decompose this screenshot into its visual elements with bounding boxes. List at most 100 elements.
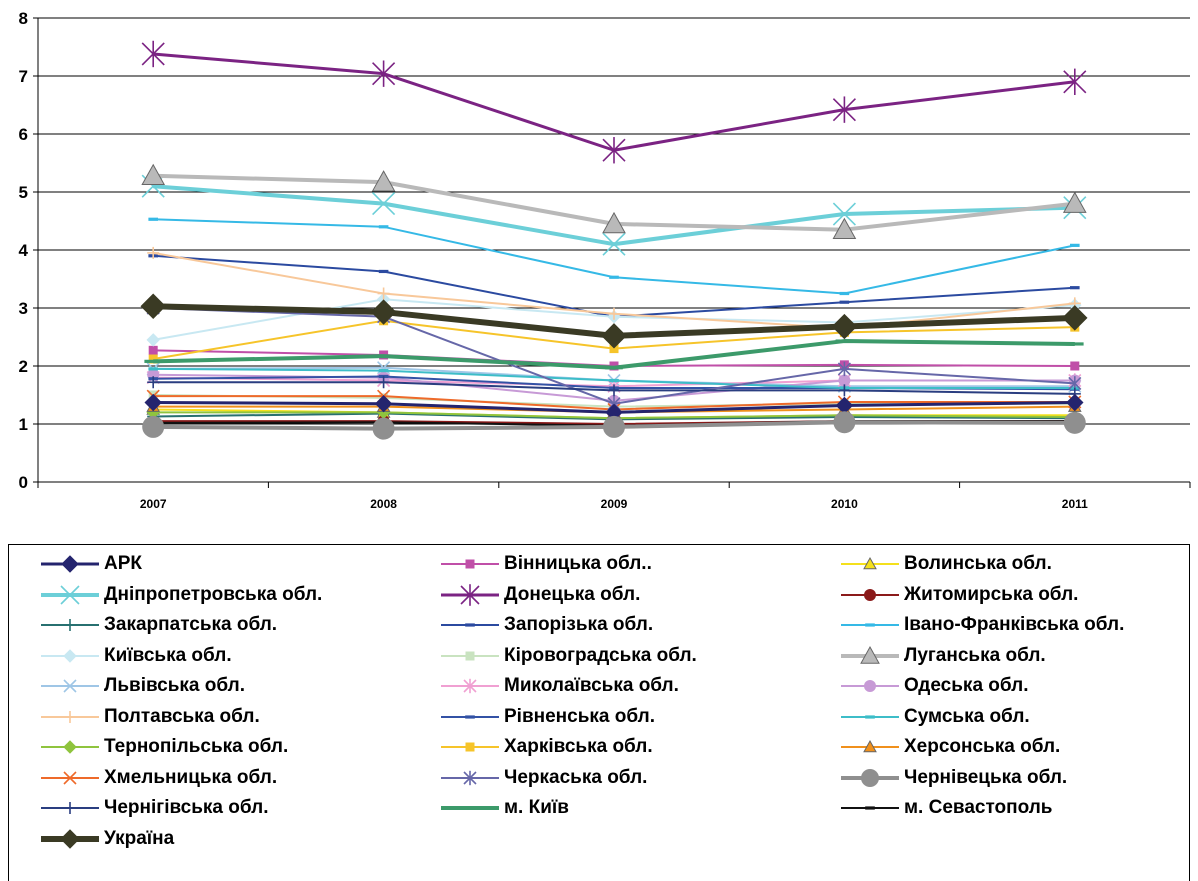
series-25 [144,339,1084,370]
legend-label: Україна [104,827,175,849]
data-point [63,679,77,693]
legend-swatch [441,770,499,785]
legend-swatch [441,623,499,627]
legend-item: Волинська обл. [839,549,1052,579]
legend-swatch [441,742,499,752]
legend-item: Херсонська обл. [839,732,1060,762]
legend-label: Чернігівська обл. [104,797,269,818]
data-point [864,588,876,601]
legend: АРК Вінницька обл.. Волинська обл. Дніпропе… [8,544,1190,881]
series-15 [147,246,1081,335]
legend-label: Івано-Франківська обл. [904,614,1125,635]
data-point [861,768,879,787]
legend-label: Харківська обл. [504,736,653,757]
data-point [60,828,80,849]
data-point [148,345,158,355]
data-point [1066,393,1084,412]
legend-label: Дніпропетровська обл. [104,583,323,605]
data-point [1070,243,1080,247]
data-point [603,415,625,438]
legend-item: Одеська обл. [839,671,1029,701]
data-point [60,584,80,605]
legend-label: Закарпатська обл. [104,614,278,635]
y-tick-label: 7 [19,67,28,86]
y-tick-label: 8 [19,9,28,28]
data-point [377,287,390,300]
data-point [378,225,389,229]
data-point [372,417,395,440]
data-point [372,60,396,87]
legend-swatch [841,739,899,753]
data-point [864,680,876,692]
data-point [141,163,166,186]
data-point [1066,342,1084,346]
series-11 [141,163,1087,239]
data-point [838,374,851,387]
legend-swatch [841,768,899,787]
data-point [378,269,389,274]
data-point [863,556,877,570]
legend-item: Україна [39,824,174,854]
legend-swatch [841,680,899,692]
legend-item: м. Севастополь [839,793,1052,823]
series-23 [142,411,1086,440]
legend-item: Черкаська обл. [439,763,647,793]
data-point [378,369,389,373]
data-point [63,648,77,663]
legend-item: Чернівецька обл. [839,763,1067,793]
data-point [144,393,162,412]
data-point [372,192,396,216]
line-chart: 0 1 2 3 4 5 6 7 8 2007 2008 2009 2010 2011 [19,9,1191,511]
data-point [1062,305,1088,331]
legend-swatch [441,583,499,606]
data-point [1062,191,1087,213]
data-point [865,806,875,810]
data-point [148,354,158,364]
data-point [601,323,627,349]
data-point [146,333,160,347]
legend-label: Одеська обл. [904,675,1029,696]
legend-label: Хмельницька обл. [104,766,278,788]
legend-item: Вінницька обл.. [439,549,652,579]
legend-label: Сумська обл. [904,705,1030,727]
legend-item: Запорізька обл. [439,610,653,640]
data-point [61,555,79,573]
series-27 [140,293,1088,349]
legend-item: Хмельницька обл. [39,763,277,793]
data-point [865,623,875,627]
data-point [608,307,620,320]
legend-item: Харківська обл. [439,732,653,762]
legend-label: Вінницька обл.. [504,553,652,574]
legend-item: Івано-Франківська обл. [839,610,1124,640]
data-point [833,411,856,434]
data-point [370,299,397,325]
series-3 [141,174,1087,256]
legend-item: Дніпропетровська обл. [39,580,322,610]
x-tick-label: 2011 [1062,497,1088,511]
y-tick-label: 5 [19,183,28,202]
legend-swatch [441,559,499,569]
legend-label: Черкаська обл. [504,766,648,788]
data-point [1070,286,1080,290]
legend-item: Закарпатська обл. [39,610,277,640]
legend-label: Запорізька обл. [504,614,654,635]
legend-label: Полтавська обл. [104,705,260,727]
data-point [609,344,619,354]
legend-label: м. Севастополь [904,797,1053,818]
legend-item: АРК [39,549,142,579]
legend-swatch [841,556,899,570]
legend-swatch [841,714,899,719]
data-point [371,170,396,192]
data-point [837,361,851,377]
data-point [465,742,475,752]
legend-swatch [41,679,99,693]
data-point [832,217,857,239]
legend-label: Тернопільська обл. [104,736,289,757]
series-lines [140,40,1088,440]
data-point [144,359,162,363]
legend-item: Луганська обл. [839,641,1046,671]
legend-label: Донецька обл. [504,583,641,605]
data-point [148,217,158,221]
data-point [860,645,880,664]
legend-swatch [41,648,99,663]
